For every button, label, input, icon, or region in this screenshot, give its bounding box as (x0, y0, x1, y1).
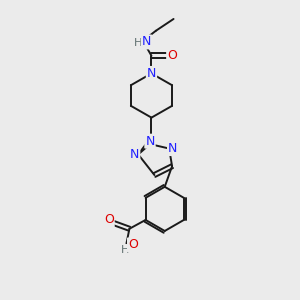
Text: O: O (167, 49, 177, 62)
Text: O: O (128, 238, 138, 251)
Text: N: N (145, 135, 155, 148)
Text: O: O (104, 213, 114, 226)
Text: N: N (142, 35, 151, 48)
Text: N: N (130, 148, 140, 161)
Text: N: N (168, 142, 177, 155)
Text: H: H (134, 38, 142, 47)
Text: H: H (121, 245, 129, 255)
Text: N: N (147, 67, 156, 80)
